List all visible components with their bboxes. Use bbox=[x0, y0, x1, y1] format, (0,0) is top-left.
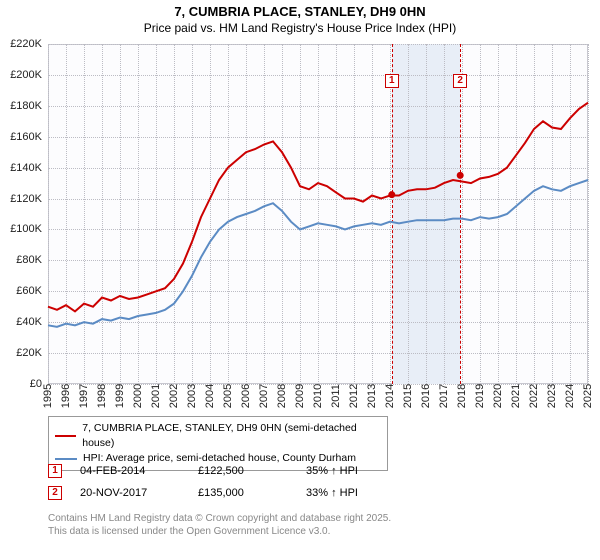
y-tick-label: £200K bbox=[10, 69, 42, 81]
footnote-line1: Contains HM Land Registry data © Crown c… bbox=[48, 512, 391, 525]
x-tick-label: 2006 bbox=[240, 384, 252, 408]
footnote-line2: This data is licensed under the Open Gov… bbox=[48, 525, 391, 538]
x-tick-label: 2025 bbox=[582, 384, 594, 408]
x-tick-label: 2000 bbox=[132, 384, 144, 408]
y-tick-label: £20K bbox=[16, 347, 42, 359]
y-tick-label: £100K bbox=[10, 223, 42, 235]
x-tick-label: 2001 bbox=[150, 384, 162, 408]
x-tick-label: 2022 bbox=[528, 384, 540, 408]
event-pct: 35% ↑ HPI bbox=[306, 460, 406, 482]
x-tick-label: 2020 bbox=[492, 384, 504, 408]
x-tick-label: 2013 bbox=[366, 384, 378, 408]
event-price: £122,500 bbox=[198, 460, 288, 482]
title-address: 7, CUMBRIA PLACE, STANLEY, DH9 0HN bbox=[0, 4, 600, 19]
x-tick-label: 2004 bbox=[204, 384, 216, 408]
chart-area: 12 £0£20K£40K£60K£80K£100K£120K£140K£160… bbox=[48, 44, 588, 384]
x-tick-label: 2015 bbox=[402, 384, 414, 408]
x-tick-label: 2010 bbox=[312, 384, 324, 408]
x-tick-label: 2009 bbox=[294, 384, 306, 408]
x-tick-label: 1999 bbox=[114, 384, 126, 408]
x-tick-label: 2007 bbox=[258, 384, 270, 408]
event-marker-box: 1 bbox=[48, 464, 62, 478]
x-tick-label: 2003 bbox=[186, 384, 198, 408]
y-tick-label: £180K bbox=[10, 100, 42, 112]
event-pct: 33% ↑ HPI bbox=[306, 482, 406, 504]
x-tick-label: 2005 bbox=[222, 384, 234, 408]
x-tick-label: 1996 bbox=[60, 384, 72, 408]
x-tick-label: 2016 bbox=[420, 384, 432, 408]
chart-container: 7, CUMBRIA PLACE, STANLEY, DH9 0HN Price… bbox=[0, 0, 600, 560]
x-tick-label: 2012 bbox=[348, 384, 360, 408]
y-tick-label: £0 bbox=[30, 378, 42, 390]
footnote: Contains HM Land Registry data © Crown c… bbox=[48, 512, 391, 538]
sale-marker-icon bbox=[388, 191, 395, 198]
x-tick-label: 2023 bbox=[546, 384, 558, 408]
x-tick-label: 2024 bbox=[564, 384, 576, 408]
y-tick-label: £160K bbox=[10, 131, 42, 143]
event-date: 20-NOV-2017 bbox=[80, 482, 180, 504]
series-line bbox=[48, 103, 588, 312]
event-marker-box: 2 bbox=[48, 486, 62, 500]
x-tick-label: 2017 bbox=[438, 384, 450, 408]
legend-swatch bbox=[55, 435, 76, 437]
x-tick-label: 2018 bbox=[456, 384, 468, 408]
title-block: 7, CUMBRIA PLACE, STANLEY, DH9 0HN Price… bbox=[0, 0, 600, 37]
x-tick-label: 2002 bbox=[168, 384, 180, 408]
y-tick-label: £220K bbox=[10, 38, 42, 50]
line-svg bbox=[48, 44, 588, 384]
y-tick-label: £140K bbox=[10, 162, 42, 174]
y-tick-label: £40K bbox=[16, 316, 42, 328]
x-tick-label: 2011 bbox=[330, 384, 342, 408]
y-tick-label: £120K bbox=[10, 193, 42, 205]
x-tick-label: 1995 bbox=[42, 384, 54, 408]
events-table: 1 04-FEB-2014 £122,500 35% ↑ HPI 2 20-NO… bbox=[48, 460, 548, 504]
event-row: 1 04-FEB-2014 £122,500 35% ↑ HPI bbox=[48, 460, 548, 482]
event-date: 04-FEB-2014 bbox=[80, 460, 180, 482]
x-tick-label: 2014 bbox=[384, 384, 396, 408]
x-tick-label: 2019 bbox=[474, 384, 486, 408]
event-price: £135,000 bbox=[198, 482, 288, 504]
x-tick-label: 1997 bbox=[78, 384, 90, 408]
title-subtitle: Price paid vs. HM Land Registry's House … bbox=[0, 21, 600, 35]
event-row: 2 20-NOV-2017 £135,000 33% ↑ HPI bbox=[48, 482, 548, 504]
x-tick-label: 1998 bbox=[96, 384, 108, 408]
y-tick-label: £60K bbox=[16, 285, 42, 297]
legend-item: 7, CUMBRIA PLACE, STANLEY, DH9 0HN (semi… bbox=[55, 421, 381, 451]
y-tick-label: £80K bbox=[16, 254, 42, 266]
x-tick-label: 2021 bbox=[510, 384, 522, 408]
x-tick-label: 2008 bbox=[276, 384, 288, 408]
series-line bbox=[48, 180, 588, 327]
sale-marker-icon bbox=[457, 172, 464, 179]
legend-label: 7, CUMBRIA PLACE, STANLEY, DH9 0HN (semi… bbox=[82, 421, 381, 451]
